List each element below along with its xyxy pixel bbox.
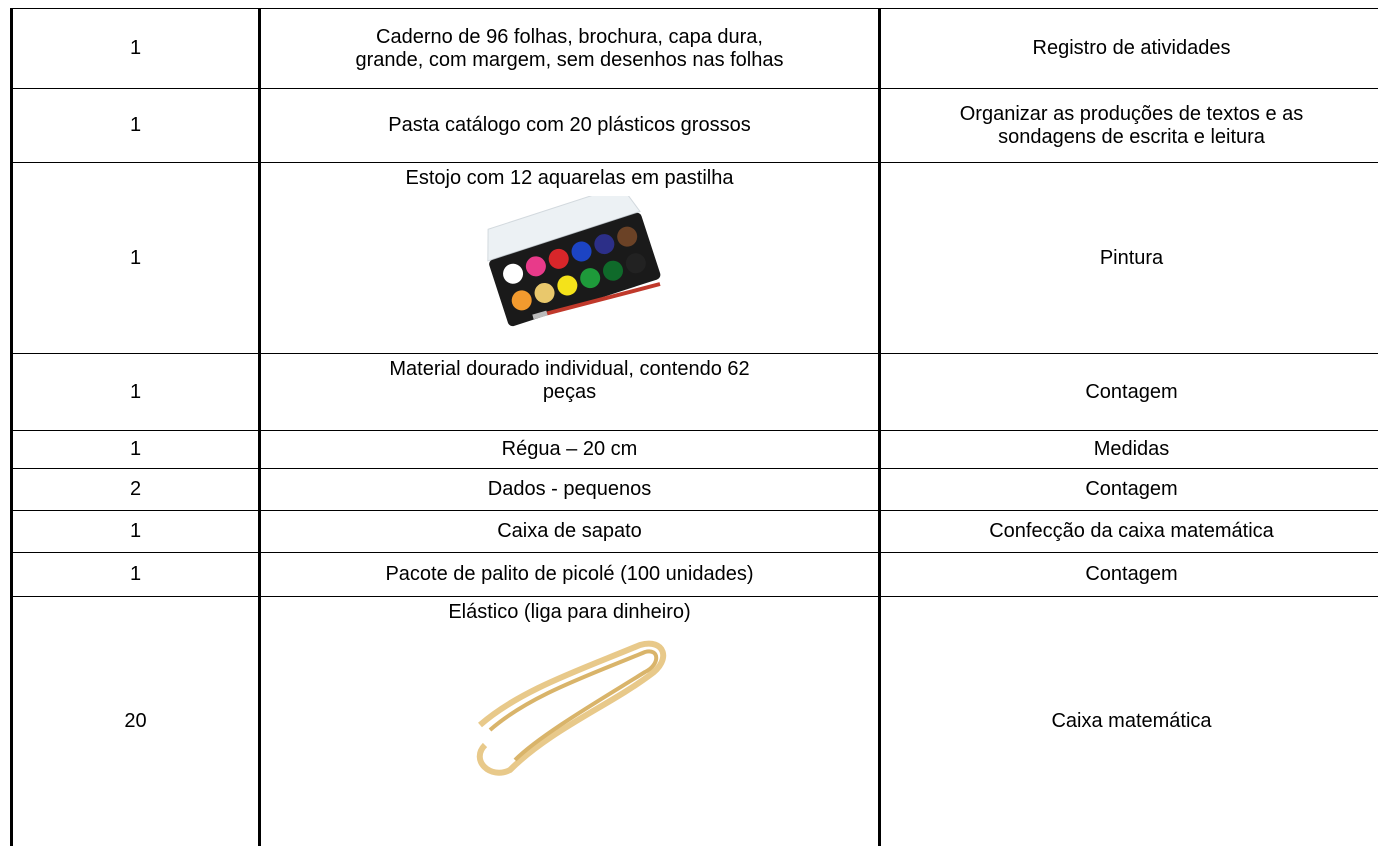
item-cell: Pasta catálogo com 20 plásticos grossos bbox=[260, 89, 880, 163]
quantity-text: 1 bbox=[17, 247, 254, 270]
table-row: 1 Régua – 20 cm Medidas bbox=[12, 431, 1378, 469]
watercolor-image bbox=[475, 196, 665, 336]
table-row: 1 Pasta catálogo com 20 plásticos grossos… bbox=[12, 89, 1378, 163]
purpose-text: Pintura bbox=[885, 247, 1378, 270]
quantity-text: 1 bbox=[17, 37, 254, 60]
quantity-cell: 2 bbox=[12, 469, 260, 511]
purpose-text: Caixa matemática bbox=[885, 710, 1378, 733]
item-cell: Régua – 20 cm bbox=[260, 431, 880, 469]
quantity-cell: 1 bbox=[12, 163, 260, 354]
quantity-text: 1 bbox=[17, 114, 254, 137]
purpose-text: Contagem bbox=[885, 563, 1378, 586]
purpose-text: Organizar as produções de textos e as bbox=[885, 103, 1378, 126]
item-text: Pacote de palito de picolé (100 unidades… bbox=[265, 563, 874, 586]
item-cell: Estojo com 12 aquarelas em pastilha bbox=[260, 163, 880, 354]
item-text: grande, com margem, sem desenhos nas fol… bbox=[265, 49, 874, 72]
item-text: Estojo com 12 aquarelas em pastilha bbox=[265, 167, 874, 190]
elastic-image bbox=[460, 630, 680, 780]
quantity-cell: 1 bbox=[12, 9, 260, 89]
quantity-cell: 20 bbox=[12, 597, 260, 846]
table-row: 1 Pacote de palito de picolé (100 unidade… bbox=[12, 553, 1378, 597]
table-row: 1 Caderno de 96 folhas, brochura, capa du… bbox=[12, 9, 1378, 89]
quantity-text: 2 bbox=[17, 478, 254, 501]
item-text: Material dourado individual, contendo 62 bbox=[265, 358, 874, 381]
purpose-cell: Pintura bbox=[880, 163, 1378, 354]
purpose-cell: Caixa matemática bbox=[880, 597, 1378, 846]
purpose-text: sondagens de escrita e leitura bbox=[885, 126, 1378, 149]
materials-table: 1 Caderno de 96 folhas, brochura, capa du… bbox=[10, 8, 1378, 846]
item-text: Pasta catálogo com 20 plásticos grossos bbox=[265, 114, 874, 137]
item-text: peças bbox=[265, 381, 874, 404]
quantity-text: 1 bbox=[17, 438, 254, 461]
purpose-cell: Registro de atividades bbox=[880, 9, 1378, 89]
quantity-cell: 1 bbox=[12, 431, 260, 469]
item-text: Régua – 20 cm bbox=[265, 438, 874, 461]
purpose-cell: Medidas bbox=[880, 431, 1378, 469]
item-text: Caixa de sapato bbox=[265, 520, 874, 543]
purpose-cell: Confecção da caixa matemática bbox=[880, 511, 1378, 553]
table-row: 1 Caixa de sapato Confecção da caixa matem… bbox=[12, 511, 1378, 553]
quantity-text: 1 bbox=[17, 563, 254, 586]
quantity-cell: 1 bbox=[12, 89, 260, 163]
table-row: 20 Elástico (liga para dinheiro) Caixa ma… bbox=[12, 597, 1378, 846]
item-cell: Material dourado individual, contendo 62… bbox=[260, 354, 880, 431]
quantity-cell: 1 bbox=[12, 354, 260, 431]
purpose-text: Registro de atividades bbox=[885, 37, 1378, 60]
purpose-text: Confecção da caixa matemática bbox=[885, 520, 1378, 543]
item-cell: Caixa de sapato bbox=[260, 511, 880, 553]
quantity-cell: 1 bbox=[12, 511, 260, 553]
table-row: 1 Material dourado individual, contendo 6… bbox=[12, 354, 1378, 431]
item-cell: Pacote de palito de picolé (100 unidades… bbox=[260, 553, 880, 597]
quantity-text: 20 bbox=[17, 710, 254, 733]
purpose-cell: Contagem bbox=[880, 553, 1378, 597]
purpose-cell: Contagem bbox=[880, 354, 1378, 431]
quantity-text: 1 bbox=[17, 520, 254, 543]
quantity-cell: 1 bbox=[12, 553, 260, 597]
item-text: Elástico (liga para dinheiro) bbox=[265, 601, 874, 624]
purpose-text: Contagem bbox=[885, 478, 1378, 501]
item-cell: Elástico (liga para dinheiro) bbox=[260, 597, 880, 846]
purpose-text: Contagem bbox=[885, 381, 1378, 404]
item-cell: Dados - pequenos bbox=[260, 469, 880, 511]
table-row: 1 Estojo com 12 aquarelas em pastilha Pin… bbox=[12, 163, 1378, 354]
item-text: Dados - pequenos bbox=[265, 478, 874, 501]
purpose-text: Medidas bbox=[885, 438, 1378, 461]
item-cell: Caderno de 96 folhas, brochura, capa dur… bbox=[260, 9, 880, 89]
item-text: Caderno de 96 folhas, brochura, capa dur… bbox=[265, 26, 874, 49]
table-row: 2 Dados - pequenos Contagem bbox=[12, 469, 1378, 511]
quantity-text: 1 bbox=[17, 381, 254, 404]
purpose-cell: Contagem bbox=[880, 469, 1378, 511]
